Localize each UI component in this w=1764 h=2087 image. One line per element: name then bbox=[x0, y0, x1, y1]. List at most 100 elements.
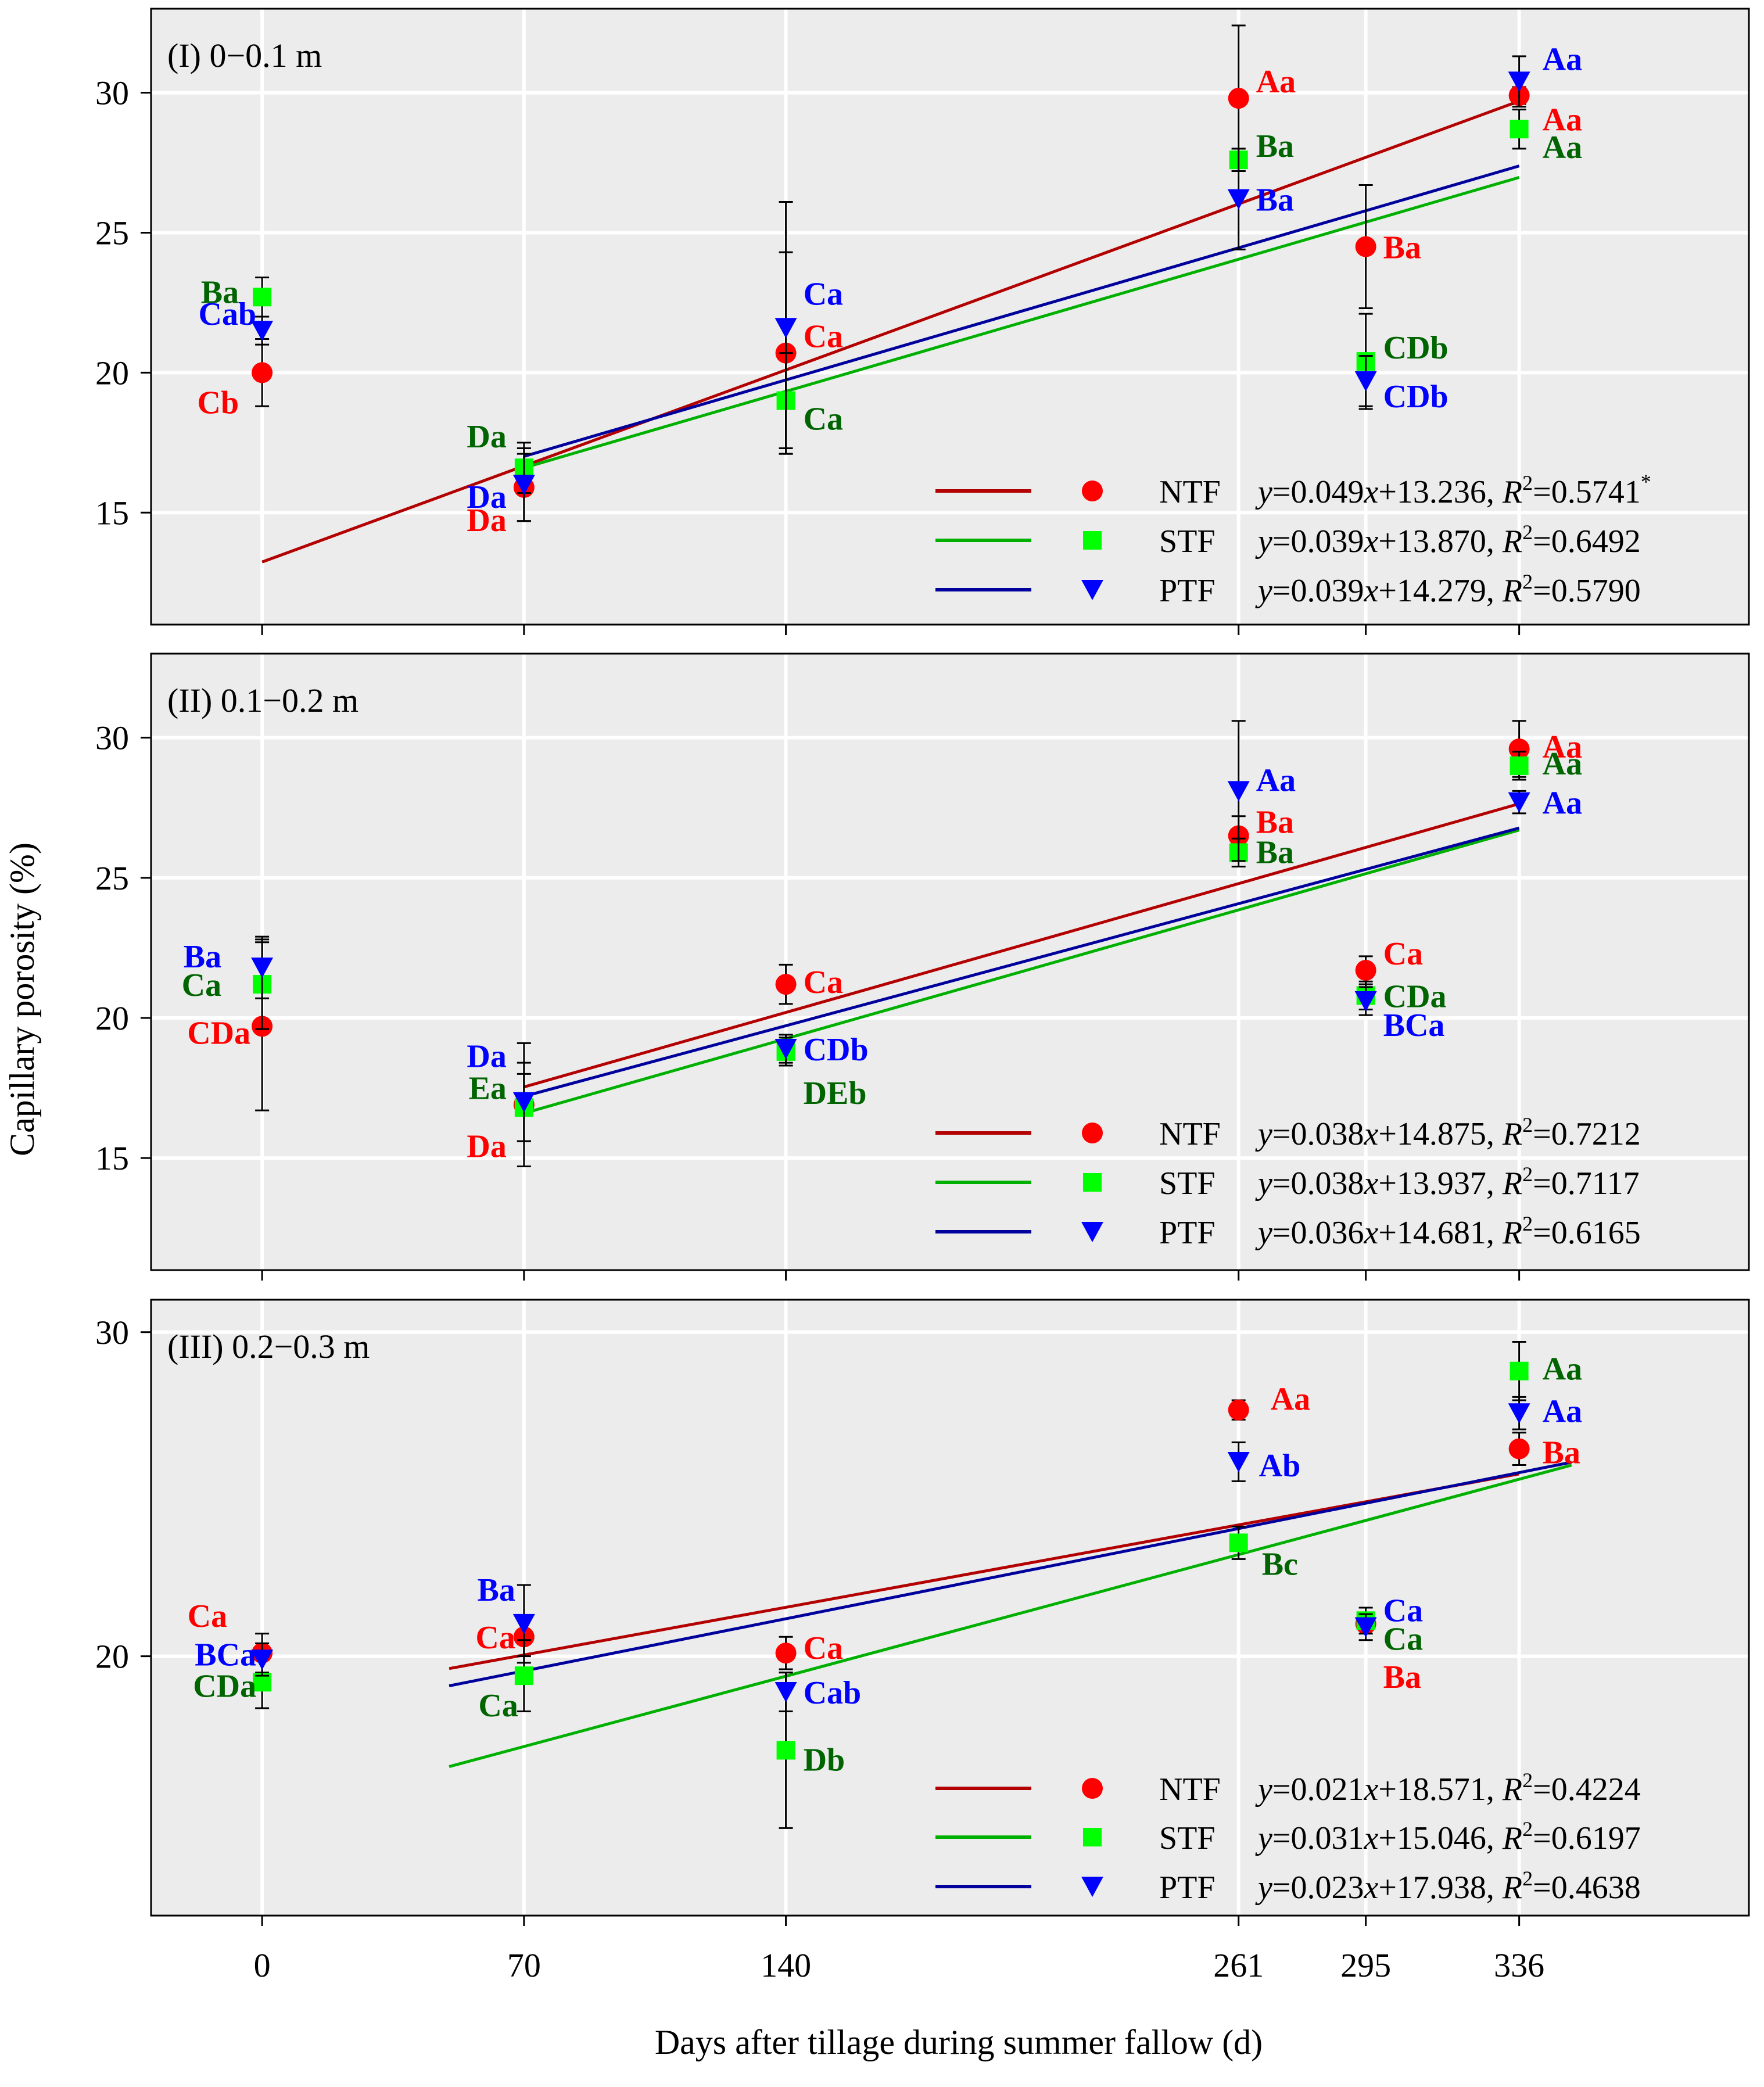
significance-label: Ca bbox=[804, 1630, 843, 1666]
panel-title: (I) 0−0.1 m bbox=[167, 37, 322, 74]
data-point-stf bbox=[1510, 120, 1529, 139]
significance-label: Cb bbox=[198, 385, 239, 421]
fit-line-stf bbox=[524, 829, 1520, 1115]
significance-label: CDb bbox=[1383, 379, 1449, 415]
significance-label: Ca bbox=[1383, 936, 1423, 972]
data-point-ntf bbox=[775, 1643, 797, 1664]
data-point-ntf bbox=[1355, 236, 1376, 257]
significance-label: Aa bbox=[1543, 130, 1582, 166]
fit-line-ntf bbox=[261, 99, 1520, 564]
legend-label: STF bbox=[1159, 523, 1216, 560]
legend-marker-ntf bbox=[1082, 1778, 1103, 1799]
significance-label: Ca bbox=[804, 276, 843, 312]
x-tick-label: 336 bbox=[1494, 1946, 1544, 1984]
plot-frame bbox=[150, 652, 1750, 1271]
significance-label: Aa bbox=[1543, 746, 1582, 782]
data-point-ntf bbox=[252, 362, 273, 383]
significance-label: Ab bbox=[1259, 1448, 1301, 1484]
significance-label: Ba bbox=[1543, 1435, 1580, 1471]
fit-line-ptf bbox=[449, 1461, 1572, 1688]
legend-marker-stf bbox=[1083, 531, 1102, 550]
data-point-ntf bbox=[1228, 88, 1249, 109]
significance-label: Cab bbox=[199, 296, 257, 332]
data-point-ptf bbox=[512, 475, 535, 496]
significance-label: Ca bbox=[188, 1598, 227, 1634]
significance-label: CDb bbox=[1383, 330, 1449, 366]
legend-marker-ptf bbox=[1081, 580, 1103, 600]
significance-label: Ba bbox=[184, 939, 221, 975]
legend-label: NTF bbox=[1159, 1116, 1221, 1152]
significance-label: Ba bbox=[477, 1572, 515, 1608]
fit-line-ntf bbox=[449, 1472, 1520, 1670]
legend-equation: y=0.038x+14.875, R2=0.7212 bbox=[1255, 1113, 1641, 1152]
legend-label: STF bbox=[1159, 1820, 1216, 1856]
fit-line-ptf bbox=[524, 826, 1520, 1098]
significance-label: CDa bbox=[1383, 978, 1447, 1014]
legend-marker-ntf bbox=[1082, 1123, 1103, 1143]
y-axis-label: Capillary porosity (%) bbox=[3, 842, 41, 1156]
legend-label: NTF bbox=[1159, 1772, 1221, 1808]
data-point-ptf bbox=[1227, 1451, 1250, 1472]
plot-area bbox=[151, 1300, 1749, 1916]
data-point-ptf bbox=[775, 1039, 797, 1060]
data-point-ptf bbox=[512, 1092, 535, 1113]
data-point-ptf bbox=[251, 958, 274, 978]
fit-line-ptf bbox=[524, 164, 1520, 458]
plot-frame bbox=[150, 1299, 1750, 1917]
y-tick-label: 30 bbox=[95, 719, 129, 757]
significance-label: Da bbox=[467, 1128, 506, 1164]
significance-label: BCa bbox=[1383, 1007, 1445, 1044]
significance-label: Bc bbox=[1262, 1546, 1298, 1582]
y-tick-label: 30 bbox=[95, 74, 129, 112]
data-point-ptf bbox=[512, 1613, 535, 1634]
significance-label: Ba bbox=[1256, 128, 1294, 164]
y-tick-label: 20 bbox=[95, 1638, 129, 1676]
data-point-ptf bbox=[1227, 781, 1250, 802]
y-tick-label: 15 bbox=[95, 1139, 129, 1177]
legend-equation: y=0.031x+15.046, R2=0.6197 bbox=[1255, 1817, 1641, 1856]
data-point-ntf bbox=[775, 974, 797, 995]
y-tick-label: 30 bbox=[95, 1314, 129, 1351]
legend-label: PTF bbox=[1159, 1870, 1216, 1906]
legend-marker-ntf bbox=[1082, 480, 1103, 501]
data-point-ntf bbox=[1508, 738, 1530, 759]
data-point-ntf bbox=[1355, 959, 1376, 981]
significance-label: Aa bbox=[1543, 102, 1582, 138]
data-point-ptf bbox=[1508, 792, 1530, 813]
x-tick-label: 295 bbox=[1340, 1946, 1391, 1984]
significance-label: Ba bbox=[201, 274, 239, 310]
legend-equation: y=0.038x+13.937, R2=0.7117 bbox=[1255, 1163, 1640, 1202]
panel-title: (III) 0.2−0.3 m bbox=[167, 1328, 370, 1365]
significance-label: DEb bbox=[804, 1075, 867, 1111]
legend-marker-ptf bbox=[1081, 1222, 1103, 1242]
data-point-ptf bbox=[251, 321, 274, 342]
data-point-stf bbox=[514, 1666, 533, 1686]
data-point-ptf bbox=[251, 1649, 274, 1670]
significance-label: Aa bbox=[1543, 1393, 1582, 1429]
fit-line-stf bbox=[449, 1464, 1572, 1769]
legend-equation: y=0.021x+18.571, R2=0.4224 bbox=[1255, 1769, 1641, 1808]
data-point-ntf bbox=[1508, 1438, 1530, 1460]
significance-label: Ca bbox=[804, 319, 843, 355]
significance-label: Ba bbox=[1383, 1659, 1421, 1695]
data-point-stf bbox=[1229, 1533, 1248, 1552]
data-point-ptf bbox=[775, 1682, 797, 1703]
x-tick-label: 140 bbox=[761, 1946, 811, 1984]
x-axis-label: Days after tillage during summer fallow … bbox=[655, 2023, 1263, 2061]
significance-label: Db bbox=[804, 1742, 845, 1778]
significance-label: BCa bbox=[195, 1637, 256, 1673]
data-point-ntf bbox=[1228, 1399, 1249, 1421]
significance-label: Ca bbox=[478, 1688, 518, 1724]
significance-label: Aa bbox=[1256, 64, 1296, 100]
legend-equation: y=0.039x+13.870, R2=0.6492 bbox=[1255, 521, 1641, 560]
y-tick-label: 25 bbox=[95, 859, 129, 897]
y-tick-label: 25 bbox=[95, 214, 129, 252]
data-point-ptf bbox=[1508, 1403, 1530, 1424]
significance-label: Ba bbox=[1256, 834, 1294, 870]
significance-label: Ea bbox=[468, 1070, 506, 1106]
legend-equation: y=0.039x+14.279, R2=0.5790 bbox=[1255, 570, 1641, 609]
